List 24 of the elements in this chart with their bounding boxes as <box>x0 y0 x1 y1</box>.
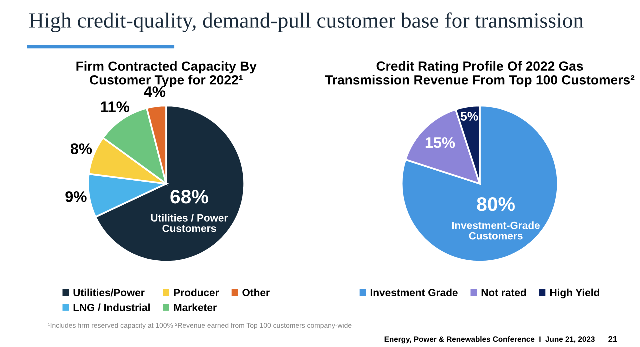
text: Utilities / Power Customers <box>151 214 228 232</box>
data-label: 5% <box>460 112 478 121</box>
legend-label: High Yield <box>550 288 600 299</box>
text: 21 <box>608 336 618 342</box>
data-label: 11% <box>101 102 130 112</box>
data-label: 4% <box>144 86 166 98</box>
data-label: 15% <box>426 137 456 148</box>
data-label: 80% <box>477 197 516 212</box>
legend-label: Marketer <box>174 304 217 312</box>
data-label: 8% <box>70 144 92 154</box>
legend-label: Investment Grade <box>370 288 458 296</box>
pie-slice <box>404 108 481 185</box>
legend-label: LNG / Industrial <box>74 304 150 312</box>
legend-label: Producer <box>174 288 220 296</box>
chart-title: Credit Rating Profile Of 2022 Gas Transmission Revenue From Top 100 Customers² <box>325 61 635 88</box>
legend-label: Not rated <box>482 288 526 296</box>
text: High credit-quality, demand-pull customer base for transmission <box>29 12 584 32</box>
chart-title: Firm Contracted Capacity By Customer Type for 2022¹ <box>76 61 257 88</box>
pie-slice <box>401 105 559 263</box>
data-label: 9% <box>66 191 87 202</box>
data-label: 68% <box>170 190 208 204</box>
text: Investment-Grade Customers <box>452 222 540 240</box>
legend-label: Other <box>242 288 270 296</box>
legend-label: Utilities/Power <box>74 288 145 297</box>
